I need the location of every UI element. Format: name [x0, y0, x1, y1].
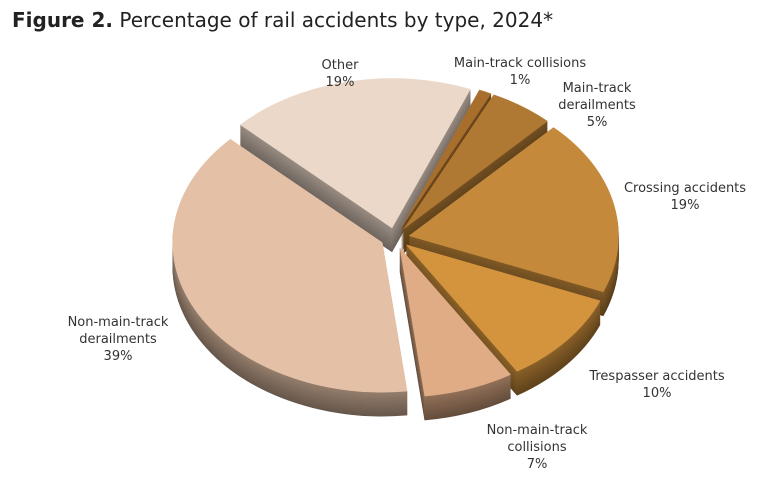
data-label: Main-track collisions 1% — [454, 55, 586, 89]
category-label: Other — [321, 58, 359, 73]
chart-title: Figure 2. Percentage of rail accidents b… — [12, 8, 553, 32]
data-label: Trespasser accidents 10% — [589, 368, 724, 402]
value-label: 7% — [526, 457, 548, 472]
category-label: Main-track derailments — [558, 81, 636, 113]
title-text: Percentage of rail accidents by type, 20… — [119, 8, 554, 32]
value-label: 10% — [642, 386, 672, 401]
slice — [239, 78, 471, 229]
data-label: Main-track derailments 5% — [547, 80, 647, 131]
slice — [400, 89, 492, 229]
slice — [408, 127, 619, 293]
value-label: 5% — [586, 115, 608, 130]
category-label: Crossing accidents — [623, 181, 747, 196]
value-label: 19% — [325, 75, 355, 90]
category-label: Main-track collisions — [453, 56, 587, 71]
category-label: Trespasser accidents — [589, 369, 725, 384]
figure-label: Figure 2. — [12, 8, 113, 32]
slice — [399, 247, 511, 397]
value-label: 19% — [670, 198, 700, 213]
slice — [172, 139, 408, 393]
category-label: Non-main-track derailments — [67, 315, 169, 347]
category-label: Non-main-track collisions — [486, 423, 588, 455]
data-label: Non-main-track collisions 7% — [475, 422, 600, 473]
slice — [402, 94, 548, 230]
value-label: 39% — [103, 349, 133, 364]
data-label: Other 19% — [322, 57, 359, 91]
data-label: Crossing accidents 19% — [624, 180, 746, 214]
value-label: 1% — [509, 73, 531, 88]
slice — [405, 244, 601, 372]
data-label: Non-main-track derailments 39% — [63, 314, 173, 365]
